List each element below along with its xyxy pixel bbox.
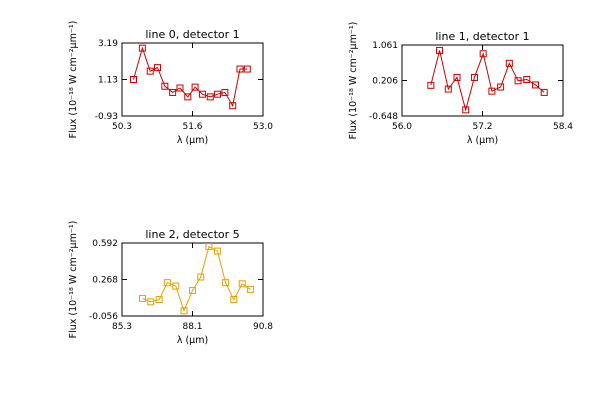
data-point xyxy=(163,279,171,287)
x-tick-label: 53.0 xyxy=(253,122,273,132)
x-tick-label: 56.0 xyxy=(392,122,412,132)
data-point xyxy=(523,76,531,84)
data-point xyxy=(238,280,246,288)
y-tick-label: -0.93 xyxy=(95,112,118,122)
data-point xyxy=(169,88,177,96)
data-point xyxy=(139,294,147,302)
chart-title: line 2, detector 5 xyxy=(145,228,239,241)
data-point xyxy=(531,81,539,89)
data-point xyxy=(236,65,244,73)
y-tick-label: -0.056 xyxy=(89,312,118,322)
y-axis-label: Flux (10⁻¹⁸ W cm⁻²μm⁻¹) xyxy=(68,221,79,339)
x-tick-label: 50.3 xyxy=(112,122,132,132)
data-point xyxy=(488,87,496,95)
series-line xyxy=(430,50,545,112)
y-tick-label: -0.648 xyxy=(369,112,398,122)
data-point xyxy=(176,84,184,92)
data-point xyxy=(436,46,444,54)
data-point xyxy=(427,81,435,89)
y-tick-label: 1.061 xyxy=(372,41,398,51)
data-point xyxy=(243,65,251,73)
y-tick-label: 0.268 xyxy=(92,276,118,286)
data-point xyxy=(198,90,206,98)
y-tick-label: 3.19 xyxy=(98,39,118,49)
x-tick-label: 57.2 xyxy=(472,122,492,132)
data-point xyxy=(229,102,237,110)
data-point xyxy=(129,76,137,83)
data-point xyxy=(172,282,180,290)
chart-panel-1: line 1, detector 1 56.0 57.2 58.4 -0.648 0.20… xyxy=(348,22,573,146)
data-point xyxy=(184,93,192,101)
chart-panel-2: line 2, detector 5 85.3 88.1 90.8 -0.056 0.26… xyxy=(68,221,273,346)
data-point xyxy=(514,77,522,85)
chart-title: line 1, detector 1 xyxy=(435,30,529,43)
data-point xyxy=(138,44,146,52)
data-point xyxy=(146,67,154,75)
data-point xyxy=(246,285,254,293)
data-point xyxy=(505,59,513,67)
y-axis-label: Flux (10⁻¹⁸ W cm⁻²μm⁻¹) xyxy=(68,21,79,139)
data-point xyxy=(497,83,505,91)
data-point xyxy=(147,298,155,306)
x-axis-label: λ (μm) xyxy=(467,135,498,146)
data-point xyxy=(155,296,163,304)
data-point xyxy=(213,247,221,255)
data-point xyxy=(221,88,229,96)
data-point xyxy=(470,73,478,81)
x-axis-label: λ (μm) xyxy=(177,135,208,146)
data-point xyxy=(206,93,214,101)
data-point xyxy=(222,279,230,287)
plot-frame xyxy=(121,242,264,317)
y-axis-label: Flux (10⁻¹⁸ W cm⁻²μm⁻¹) xyxy=(348,22,359,140)
plot-frame xyxy=(121,42,264,117)
y-tick-label: 0.592 xyxy=(92,239,118,249)
y-tick-label: 0.206 xyxy=(372,77,398,87)
x-axis-label: λ (μm) xyxy=(177,335,208,346)
data-point xyxy=(189,287,196,295)
data-point xyxy=(444,85,452,93)
chart-title: line 0, detector 1 xyxy=(145,28,239,41)
series-line xyxy=(133,46,248,108)
data-point xyxy=(214,90,222,98)
chart-panel-0: line 0, detector 1 50.3 51.6 53.0 -0.93 1.13 3… xyxy=(68,21,273,146)
data-point xyxy=(180,307,188,315)
series-line xyxy=(142,245,251,313)
data-point xyxy=(191,83,199,91)
data-point xyxy=(540,88,548,96)
x-tick-label: 51.6 xyxy=(182,122,202,132)
x-tick-label: 90.8 xyxy=(253,322,273,332)
x-tick-label: 85.3 xyxy=(112,322,132,332)
data-point xyxy=(197,273,205,281)
data-point xyxy=(453,73,461,81)
data-point xyxy=(154,64,162,72)
data-point xyxy=(161,82,169,90)
data-point xyxy=(230,296,238,304)
data-point xyxy=(205,243,213,251)
y-tick-label: 1.13 xyxy=(98,76,118,86)
data-point xyxy=(462,106,470,114)
x-tick-label: 58.4 xyxy=(553,122,573,132)
data-point xyxy=(479,50,487,58)
x-tick-label: 88.1 xyxy=(182,322,202,332)
